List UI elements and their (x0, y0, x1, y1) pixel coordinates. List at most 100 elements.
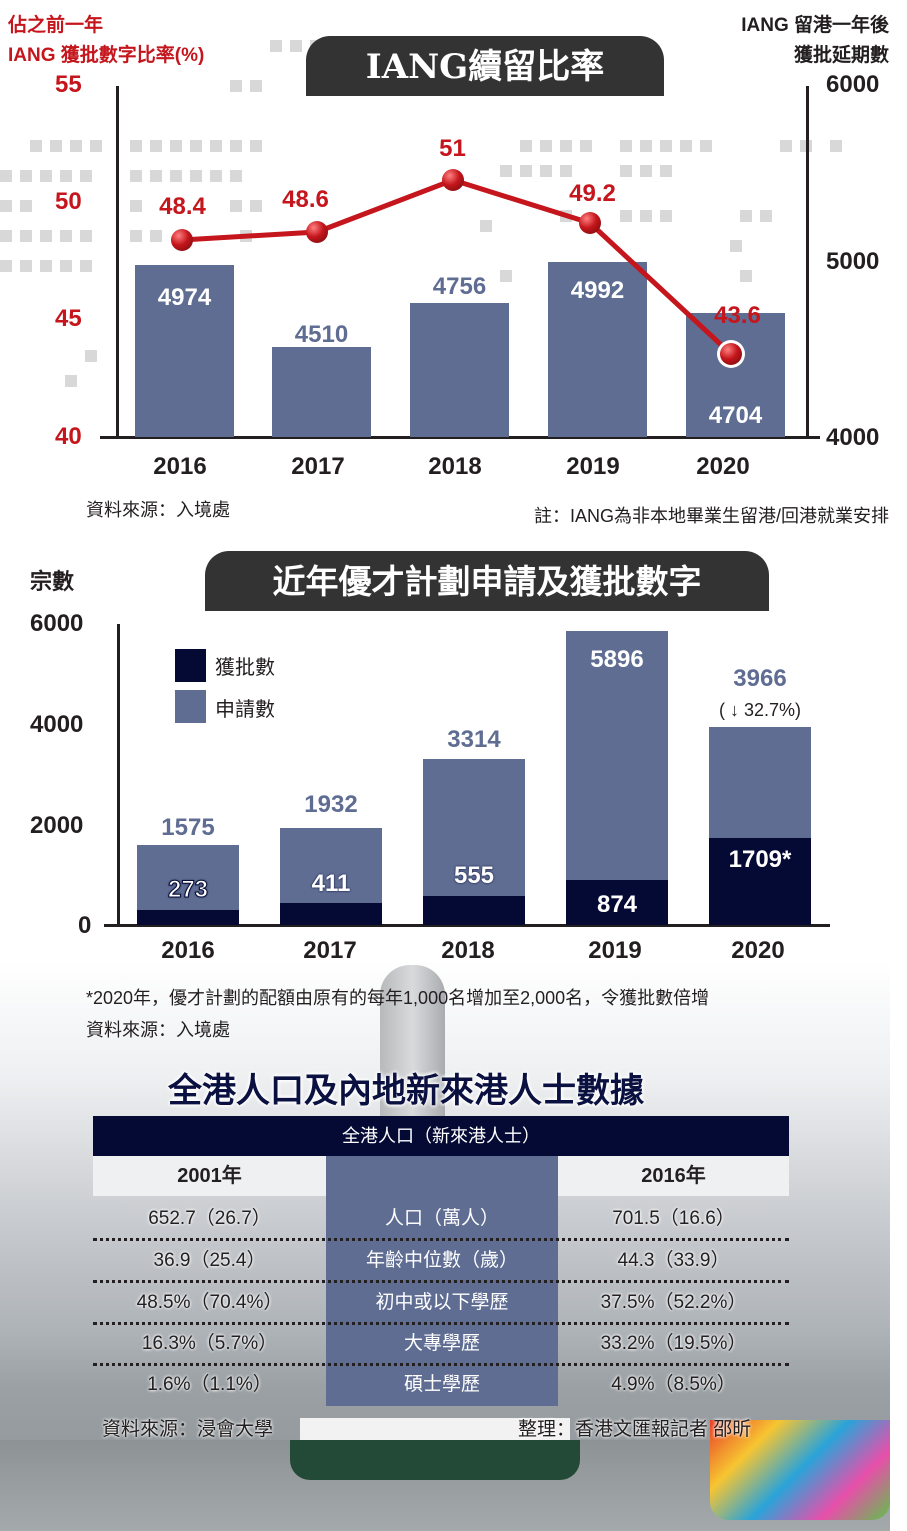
year-label-2018: 2018 (428, 453, 482, 480)
approved-value-2020: 1709* (728, 846, 792, 873)
left-tick-40: 40 (55, 423, 82, 450)
year-label-2020: 2020 (696, 453, 750, 480)
rate-label-2020: 43.6 (714, 302, 761, 329)
approved-bar-2018 (423, 896, 525, 925)
cell-2016: 701.5（16.6） (612, 1208, 735, 1229)
cell-2016: 4.9%（8.5%） (611, 1374, 736, 1395)
legend-approved-swatch (175, 649, 206, 682)
bar-2020 (686, 313, 785, 437)
rate-point-2016 (171, 229, 193, 251)
chart2-tick-0: 0 (78, 912, 92, 939)
left-axis-line (116, 86, 119, 438)
chart2-x-axis-line (104, 924, 830, 927)
x-axis-line (100, 436, 820, 439)
table-header: 全港人口（新來港人士） (93, 1116, 789, 1156)
row-divider (93, 1280, 789, 1283)
chart2-title: 近年優才計劃申請及獲批數字 (205, 551, 769, 611)
chart2-tick-6000: 6000 (30, 610, 84, 637)
approved-value-2019: 874 (596, 891, 638, 918)
rate-point-2017 (306, 221, 328, 243)
right-axis-label-line2: 獲批延期數 (793, 45, 889, 66)
chart2-source: 資料來源：入境處 (86, 1020, 230, 1040)
right-tick-6000: 6000 (826, 71, 880, 98)
year-label-2017: 2017 (291, 453, 345, 480)
applied-value-2020: 3966 (733, 665, 787, 692)
cell-2016: 44.3（33.9） (617, 1250, 730, 1271)
bar-value-2016: 4974 (157, 284, 212, 311)
year-label-2019: 2019 (566, 453, 620, 480)
left-tick-45: 45 (55, 305, 82, 332)
chart1-note: 註：IANG為非本地畢業生留港/回港就業安排 (533, 506, 889, 526)
rate-label-2018: 51 (439, 135, 466, 162)
chart2-y-label: 宗數 (30, 569, 75, 594)
cell-2001: 36.9（25.4） (153, 1250, 266, 1271)
table-row: 48.5%（70.4%） 初中或以下學歷 37.5%（52.2%） (93, 1282, 789, 1325)
chart1-source: 資料來源：入境處 (86, 500, 230, 520)
approved-bar-2017 (280, 903, 382, 925)
cell-2001: 16.3%（5.7%） (141, 1333, 278, 1354)
rate-label-2017: 48.6 (282, 186, 329, 213)
table-credit: 整理：香港文匯報記者 邵昕 (518, 1419, 752, 1440)
rate-point-2019 (579, 212, 601, 234)
row-divider (93, 1322, 789, 1325)
bar-2016 (135, 265, 234, 437)
cell-2016: 37.5%（52.2%） (600, 1292, 747, 1313)
rate-label-2019: 49.2 (569, 180, 616, 207)
rate-label-2016: 48.4 (159, 193, 206, 220)
row-divider (93, 1363, 789, 1366)
row-divider (93, 1238, 789, 1241)
chart2-year-2018: 2018 (441, 937, 495, 964)
row-label: 大專學歷 (403, 1333, 480, 1354)
chart2-footnote: *2020年，優才計劃的配額由原有的每年1,000名增加至2,000名，令獲批數… (86, 988, 710, 1008)
row-label: 初中或以下學歷 (375, 1292, 509, 1313)
applied-value-2016: 1575 (161, 814, 215, 841)
applied-value-2019: 5896 (590, 646, 644, 673)
cell-2001: 652.7（26.7） (148, 1208, 271, 1229)
table-row: 652.7（26.7） 人口（萬人） 701.5（16.6） (93, 1198, 789, 1241)
cell-2001: 48.5%（70.4%） (136, 1292, 283, 1313)
applied-value-2017: 1932 (304, 791, 358, 818)
right-axis-label-line1: IANG 留港一年後 (741, 15, 889, 36)
colorful-ferry-image (710, 1420, 890, 1520)
left-axis-label-line2: IANG 獲批數字比率(%) (8, 45, 205, 66)
chart2-year-2017: 2017 (303, 937, 357, 964)
bar-2019 (548, 262, 647, 437)
right-tick-5000: 5000 (826, 248, 880, 275)
applied-value-2018: 3314 (447, 726, 501, 753)
row-label: 碩士學歷 (403, 1374, 480, 1395)
table-row: 36.9（25.4） 年齡中位數（歲） 44.3（33.9） (93, 1240, 789, 1283)
approved-value-2016: 273 (167, 876, 209, 904)
chart2-tick-2000: 2000 (30, 812, 84, 839)
cell-2001: 1.6%（1.1%） (147, 1374, 272, 1395)
chart2-y-axis-line (117, 624, 120, 927)
legend-applied-swatch (175, 690, 206, 723)
chart1-title: IANG續留比率 (306, 36, 664, 96)
cell-2016: 33.2%（19.5%） (600, 1333, 747, 1354)
approved-value-2018: 555 (453, 862, 495, 889)
star-ferry-image (290, 1440, 580, 1480)
chart2-year-2016: 2016 (161, 937, 215, 964)
rate-line (181, 177, 745, 368)
table-source: 資料來源：浸會大學 (102, 1419, 274, 1440)
legend-applied-label: 申請數 (215, 699, 275, 721)
table-row: 16.3%（5.7%） 大專學歷 33.2%（19.5%） (93, 1323, 789, 1366)
bar-value-2018: 4756 (432, 273, 487, 300)
approved-value-2017: 411 (311, 870, 351, 897)
row-label: 年齡中位數（歲） (365, 1250, 518, 1271)
chart2-tick-4000: 4000 (30, 711, 84, 738)
table-title: 全港人口及內地新來港人士數據 (168, 1072, 644, 1110)
left-tick-50: 50 (55, 188, 82, 215)
chart2-year-2019: 2019 (588, 937, 642, 964)
approved-bar-2019 (566, 880, 668, 925)
applied-change-2020: ( ↓ 32.7%) (718, 700, 802, 720)
table-col-2001: 2001年 (93, 1156, 326, 1196)
legend-approved-label: 獲批數 (215, 657, 275, 679)
chart2-year-2020: 2020 (731, 937, 785, 964)
bar-value-2020: 4704 (708, 402, 763, 429)
row-label: 人口（萬人） (384, 1208, 499, 1229)
left-axis-label-line1: 佔之前一年 (8, 15, 104, 36)
bar-value-2017: 4510 (294, 321, 349, 348)
year-label-2016: 2016 (153, 453, 207, 480)
approved-bar-2020 (709, 838, 811, 925)
rate-point-2020 (720, 343, 742, 365)
